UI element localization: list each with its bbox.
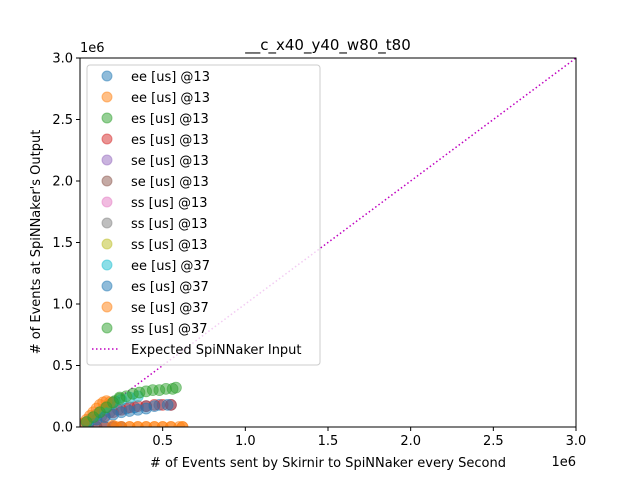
legend-label: se [us] @13 (131, 154, 209, 169)
y-tick-label: 0.5 (52, 359, 73, 374)
legend-marker (101, 217, 113, 229)
legend-label: se [us] @13 (131, 175, 209, 190)
x-tick-label: 3.0 (566, 434, 587, 449)
x-tick-label: 0.5 (152, 434, 173, 449)
legend-marker (101, 175, 113, 187)
data-point (148, 400, 161, 412)
chart-title: __c_x40_y40_w80_t80 (244, 36, 411, 55)
legend-marker (101, 196, 113, 208)
legend-label: es [us] @37 (131, 280, 209, 295)
legend-marker (101, 238, 113, 250)
data-point (169, 381, 182, 394)
legend-marker (101, 154, 113, 166)
series-13 (80, 381, 182, 427)
legend-label: ee [us] @13 (131, 91, 210, 106)
y-tick-label: 3.0 (52, 52, 73, 67)
legend-label: ss [us] @37 (131, 322, 208, 337)
legend-marker (101, 259, 113, 271)
y-tick-label: 1.0 (52, 298, 73, 313)
legend-label: es [us] @13 (131, 112, 209, 127)
legend-marker (101, 112, 113, 124)
legend-label: es [us] @13 (131, 133, 209, 148)
legend-marker (101, 133, 113, 145)
y-tick-label: 2.0 (52, 175, 73, 190)
y-axis-label: # of Events at SpiNNaker's Output (29, 130, 44, 355)
legend-label: ss [us] @13 (131, 196, 208, 211)
legend-marker (101, 322, 113, 334)
x-axis-offset-label: 1e6 (551, 455, 576, 470)
x-tick-label: 2.5 (483, 434, 504, 449)
x-tick-label: 1.5 (318, 434, 339, 449)
plot-area (80, 58, 576, 427)
y-axis-offset-label: 1e6 (80, 41, 105, 56)
legend-label: ss [us] @13 (131, 238, 208, 253)
axis-ticks: 0.5 1.0 1.5 2.0 2.5 3.0 0.0 0.5 1.0 1.5 2.0 2.5 3.0 (52, 52, 586, 450)
legend-label: ss [us] @13 (131, 217, 208, 232)
reference-line (80, 58, 576, 427)
legend-marker (101, 70, 113, 82)
legend-label: Expected SpiNNaker Input (131, 343, 302, 358)
data-point (176, 421, 189, 427)
x-tick-label: 2.0 (400, 434, 421, 449)
legend-marker (101, 91, 113, 103)
data-point (161, 398, 174, 411)
y-tick-label: 0.0 (52, 421, 73, 436)
legend-box (86, 64, 321, 366)
x-axis-label: # of Events sent by Skirnir to SpiNNaker… (150, 456, 506, 471)
legend-label: ee [us] @37 (131, 259, 210, 274)
x-tick-label: 1.0 (235, 434, 256, 449)
y-tick-label: 2.5 (52, 113, 73, 128)
y-tick-label: 1.5 (52, 236, 73, 251)
legend: ee [us] @13 ee [us] @13 es [us] @13 es [us]… (86, 64, 321, 366)
legend-marker (101, 280, 113, 292)
legend-marker (101, 301, 113, 313)
legend-label: ee [us] @13 (131, 70, 210, 85)
legend-label: se [us] @37 (131, 301, 209, 316)
